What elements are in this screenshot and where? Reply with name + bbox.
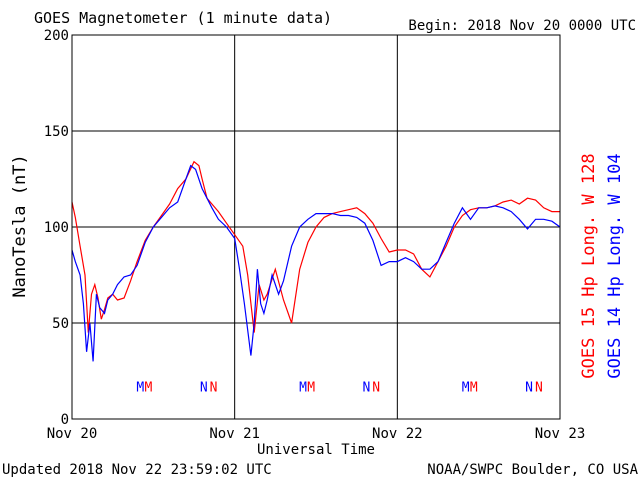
noon-marker: N: [200, 380, 208, 395]
begin-label: Begin: 2018 Nov 20 0000 UTC: [408, 18, 636, 34]
x-axis-label: Universal Time: [257, 442, 375, 458]
x-tick-labels: Nov 20 Nov 21 Nov 22 Nov 23: [47, 426, 586, 442]
data-source: NOAA/SWPC Boulder, CO USA: [427, 462, 638, 478]
noon-marker: N: [535, 380, 543, 395]
y-tick-label: 150: [44, 124, 69, 140]
series-goes15-line: [71, 160, 560, 333]
y-tick-labels: 0 50 100 150 200: [44, 28, 69, 428]
noon-marker: N: [210, 380, 218, 395]
plot-frame: [71, 34, 561, 420]
midnight-marker: M: [299, 380, 307, 395]
x-tick-label: Nov 22: [372, 426, 423, 442]
x-tick-label: Nov 23: [535, 426, 586, 442]
x-tick-label: Nov 21: [209, 426, 260, 442]
midnight-marker: M: [307, 380, 315, 395]
x-tick-label: Nov 20: [47, 426, 98, 442]
chart-title: GOES Magnetometer (1 minute data): [34, 9, 332, 27]
y-axis-label: NanoTesla (nT): [10, 154, 30, 297]
y-tick-label: 0: [61, 412, 69, 428]
legend-goes15: GOES 15 Hp Long. W 128: [579, 153, 599, 378]
updated-timestamp: Updated 2018 Nov 22 23:59:02 UTC: [2, 462, 272, 478]
midnight-marker: M: [462, 380, 470, 395]
midnight-marker: M: [470, 380, 478, 395]
midnight-marker: M: [136, 380, 144, 395]
series-layer: [71, 160, 561, 362]
noon-marker: N: [363, 380, 371, 395]
y-tick-label: 200: [44, 28, 69, 44]
noon-marker: N: [525, 380, 533, 395]
y-tick-label: 100: [44, 220, 69, 236]
y-tick-label: 50: [52, 316, 69, 332]
series-goes14-line: [71, 164, 561, 362]
midnight-marker: M: [145, 380, 153, 395]
legend-goes14: GOES 14 Hp Long. W 104: [605, 153, 625, 378]
noon-marker: N: [372, 380, 380, 395]
